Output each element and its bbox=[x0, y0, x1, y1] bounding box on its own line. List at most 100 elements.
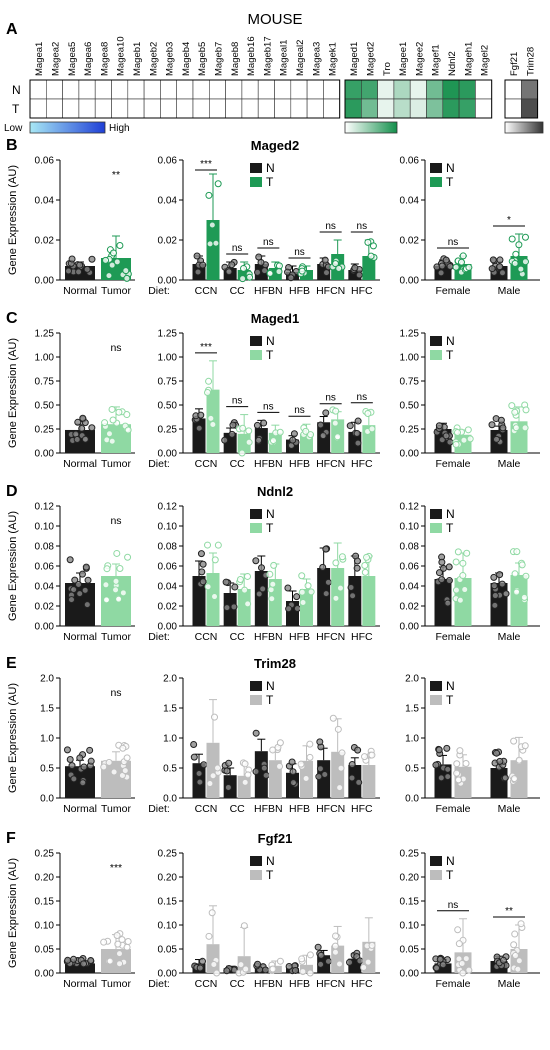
data-point bbox=[76, 261, 84, 269]
data-point bbox=[200, 761, 208, 769]
data-point bbox=[115, 408, 123, 416]
data-point bbox=[79, 414, 87, 422]
heatmap-gene-label: Mageb7 bbox=[213, 42, 224, 76]
heatmap-gene-label: Magea8 bbox=[99, 42, 110, 76]
legend-swatch-t bbox=[430, 177, 442, 187]
data-point bbox=[100, 938, 108, 946]
data-point bbox=[205, 191, 213, 199]
x-tick-label: Male bbox=[498, 285, 521, 297]
data-point bbox=[241, 760, 249, 768]
data-point bbox=[223, 604, 231, 612]
data-point bbox=[228, 430, 236, 438]
data-point bbox=[190, 753, 198, 761]
data-point bbox=[206, 780, 214, 788]
x-tick-label: HFB bbox=[289, 803, 310, 815]
y-tick-label: 0.00 bbox=[158, 449, 178, 460]
data-point bbox=[289, 436, 297, 444]
legend-swatch-t bbox=[430, 350, 442, 360]
data-point bbox=[231, 583, 239, 591]
bar bbox=[510, 760, 528, 798]
x-tick-label: HFC bbox=[351, 285, 373, 297]
data-point bbox=[314, 943, 322, 951]
data-point bbox=[511, 570, 519, 578]
bar bbox=[348, 270, 362, 280]
heatmap-gene-label: Maged2 bbox=[365, 42, 376, 76]
bar bbox=[434, 579, 452, 626]
y-tick-label: 1.00 bbox=[400, 353, 420, 364]
data-point bbox=[252, 557, 260, 565]
data-point bbox=[197, 411, 205, 419]
y-tick-label: 0.12 bbox=[400, 502, 420, 513]
legend-swatch-t bbox=[250, 350, 262, 360]
data-point bbox=[508, 235, 516, 243]
data-point bbox=[64, 956, 72, 964]
data-point bbox=[498, 580, 506, 588]
y-tick-label: 0.06 bbox=[400, 156, 420, 167]
data-point bbox=[361, 753, 369, 761]
y-tick-label: 0.00 bbox=[158, 622, 178, 633]
y-tick-label: 1.0 bbox=[40, 734, 54, 745]
data-point bbox=[353, 430, 361, 438]
data-point bbox=[331, 942, 339, 950]
data-point bbox=[354, 746, 362, 754]
data-point bbox=[364, 410, 372, 418]
y-tick-label: 0.08 bbox=[35, 542, 55, 553]
data-point bbox=[246, 273, 254, 281]
data-point bbox=[436, 955, 444, 963]
x-tick-label: CC bbox=[230, 631, 246, 643]
data-point bbox=[269, 437, 277, 445]
heatmap-cell bbox=[306, 79, 324, 100]
data-point bbox=[208, 909, 216, 917]
legend-swatch-n bbox=[250, 681, 262, 691]
significance-label: ns bbox=[448, 237, 459, 248]
data-point bbox=[438, 558, 446, 566]
heatmap-cell bbox=[426, 79, 444, 100]
y-tick-label: 0.04 bbox=[400, 582, 420, 593]
y-tick-label: 0.10 bbox=[35, 522, 55, 533]
y-tick-label: 0.00 bbox=[158, 969, 178, 980]
data-point bbox=[289, 768, 297, 776]
data-point bbox=[442, 256, 450, 264]
y-tick-label: 1.0 bbox=[163, 734, 177, 745]
x-tick-label: CC bbox=[230, 803, 246, 815]
data-point bbox=[438, 576, 446, 584]
data-point bbox=[255, 590, 263, 598]
x-tick-label: CCN bbox=[195, 458, 218, 470]
y-axis-label: Gene Expression (AU) bbox=[7, 338, 19, 448]
data-point bbox=[221, 436, 229, 444]
data-point bbox=[297, 760, 305, 768]
heatmap-cell bbox=[458, 79, 476, 100]
data-point bbox=[211, 593, 219, 601]
data-point bbox=[209, 772, 217, 780]
heatmap-panel: A Magea1 Magea2 Magea5 Magea6 Magea8 Magea10 Ma… bbox=[4, 21, 544, 134]
significance-label: ns bbox=[263, 237, 274, 248]
legend-swatch-t bbox=[250, 177, 262, 187]
legend-label-t: T bbox=[446, 175, 454, 189]
legend-high-label: High bbox=[109, 123, 130, 134]
x-tick-label: CC bbox=[230, 978, 246, 990]
significance-label: ns bbox=[232, 396, 243, 407]
data-point bbox=[260, 419, 268, 427]
data-point bbox=[319, 563, 327, 571]
data-point bbox=[78, 425, 86, 433]
data-point bbox=[78, 570, 86, 578]
y-tick-label: 0.25 bbox=[35, 425, 55, 436]
data-point bbox=[86, 746, 94, 754]
data-point bbox=[364, 238, 372, 246]
data-point bbox=[255, 436, 263, 444]
legend-swatch-t bbox=[430, 695, 442, 705]
data-point bbox=[124, 938, 132, 946]
data-point bbox=[438, 262, 446, 270]
significance-label: ** bbox=[505, 906, 513, 917]
y-tick-label: 0.04 bbox=[35, 582, 55, 593]
significance-label: ns bbox=[294, 247, 305, 258]
x-tick-label: HFC bbox=[351, 803, 373, 815]
heatmap-cell bbox=[225, 98, 243, 119]
data-point bbox=[348, 774, 356, 782]
data-point bbox=[432, 761, 440, 769]
bar bbox=[206, 220, 220, 280]
data-point bbox=[348, 761, 356, 769]
data-point bbox=[513, 588, 521, 596]
heatmap-cell bbox=[160, 79, 177, 100]
figure-title: MOUSE bbox=[247, 11, 302, 28]
